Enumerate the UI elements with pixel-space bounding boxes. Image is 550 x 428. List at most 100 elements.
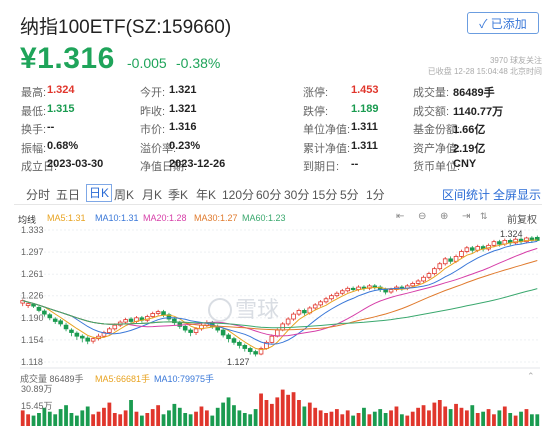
volume-bar [156, 405, 161, 426]
volume-bar [502, 406, 507, 426]
volume-bar [188, 414, 193, 426]
volume-bar [524, 409, 529, 426]
volume-bar [313, 407, 318, 426]
period-tabs: 分时 五日 日K 周K 月K 季K 年K 120分 60分 30分 15分 5分 1分 [14, 184, 414, 208]
volume-bar [259, 393, 263, 426]
tab-period[interactable]: 月K [142, 188, 163, 202]
candle [112, 324, 118, 330]
volume-bar [37, 413, 41, 426]
tab-period[interactable]: 120分 [222, 188, 255, 202]
candle [437, 263, 443, 270]
candle [182, 325, 188, 331]
volume-bar [242, 413, 247, 426]
volume-bar [204, 410, 209, 426]
quote-label: 振幅: [21, 142, 47, 155]
add-button-label: 已添加 [490, 17, 527, 31]
candle [52, 318, 58, 322]
tab-period[interactable]: 分时 [26, 188, 51, 202]
quote-value: 1.453 [351, 84, 379, 96]
candle [42, 310, 47, 315]
adjust-icon[interactable]: ⇅ [480, 211, 488, 221]
candle [79, 335, 85, 339]
kline-chart[interactable]: 雪球 1.333 1.297 1.261 1.226 1.190 1.154 1.118 [0, 222, 550, 428]
volume-bar [118, 414, 123, 426]
tab-period[interactable]: 30分 [284, 188, 310, 202]
candle [128, 318, 134, 322]
candle [193, 328, 199, 333]
candle [107, 328, 112, 333]
candle [421, 276, 426, 282]
volume-bar [291, 392, 296, 426]
fullscreen-link[interactable]: 全屏显示 [493, 188, 542, 202]
tab-period[interactable]: 日K [86, 184, 113, 202]
volume-bar [183, 413, 188, 426]
followers-count: 3970 球友关注 [489, 56, 542, 65]
volume-bar [454, 403, 458, 426]
zoom-in-icon[interactable]: ⊕ [440, 211, 449, 222]
volume-bar [102, 407, 106, 426]
tab-period[interactable]: 5分 [340, 188, 359, 202]
ma-line [22, 247, 538, 337]
volume-bar [286, 394, 291, 426]
candle [58, 320, 63, 325]
volume-bar [226, 397, 231, 426]
adjust-mode-select[interactable]: 前复权 [507, 215, 537, 226]
volume-bar [232, 405, 236, 426]
quote-value: 1.66亿 [453, 124, 486, 136]
volume-bar [378, 409, 383, 426]
volume-bar [269, 403, 274, 426]
quote-label: 基金份额: [413, 124, 461, 136]
volume-bar [302, 406, 307, 426]
high-annotation: 1.324 [500, 229, 523, 239]
page-title: 纳指100ETF(SZ:159660) [20, 17, 232, 38]
volume-bar [362, 407, 366, 426]
volume-bar [248, 414, 253, 426]
chart-grid [20, 229, 540, 363]
quote-label: 市价: [140, 124, 166, 136]
volume-bar [519, 411, 523, 426]
candle [469, 247, 475, 251]
candle [318, 301, 323, 306]
tab-period[interactable]: 五日 [56, 188, 81, 202]
volume-bar [329, 411, 334, 426]
quote-value: -- [47, 121, 55, 133]
quote-label: 净值日期: [140, 161, 188, 173]
volume-bar [31, 415, 36, 426]
volume-bar [123, 410, 128, 426]
tab-period[interactable]: 周K [114, 188, 135, 202]
quote-label: 成立日: [21, 161, 58, 173]
tab-period[interactable]: 1分 [366, 188, 385, 202]
tab-period[interactable]: 年K [196, 188, 217, 202]
current-price: ¥1.316 [20, 42, 115, 75]
candle [339, 290, 345, 294]
candle [534, 236, 540, 241]
tab-period[interactable]: 15分 [312, 188, 338, 202]
rewind-icon[interactable]: ⇤ [396, 211, 405, 222]
quote-value: 2.19亿 [453, 142, 486, 155]
candle [155, 311, 161, 314]
quote-value: 1.321 [169, 102, 197, 115]
tab-period[interactable]: 季K [168, 188, 189, 202]
candle [410, 283, 416, 287]
tab-period[interactable]: 60分 [256, 188, 282, 202]
quote-value: 2023-03-30 [47, 158, 104, 170]
volume-bar [459, 407, 464, 426]
ma-legend-item: MA5:1.31 [47, 213, 86, 223]
quote-value: -- [351, 158, 359, 170]
quote-label: 最低: [21, 105, 47, 118]
zoom-out-icon[interactable]: ⊖ [418, 211, 427, 222]
collapse-icon[interactable]: ⌃ [527, 371, 535, 381]
range-stats-link[interactable]: 区间统计 [442, 188, 491, 202]
candle [69, 329, 74, 333]
candle [415, 280, 421, 284]
volume-bar [383, 413, 388, 426]
candle [258, 348, 264, 355]
volume-bar [134, 411, 139, 426]
quote-label: 单位净值: [303, 124, 351, 136]
fast-forward-icon[interactable]: ⇥ [462, 211, 471, 222]
add-watchlist-button[interactable]: ✓ 已添加 [467, 12, 539, 34]
volume-bar [112, 413, 117, 426]
volume-bar [508, 413, 513, 426]
volume-bar [210, 415, 215, 426]
volume-bar [470, 405, 475, 426]
